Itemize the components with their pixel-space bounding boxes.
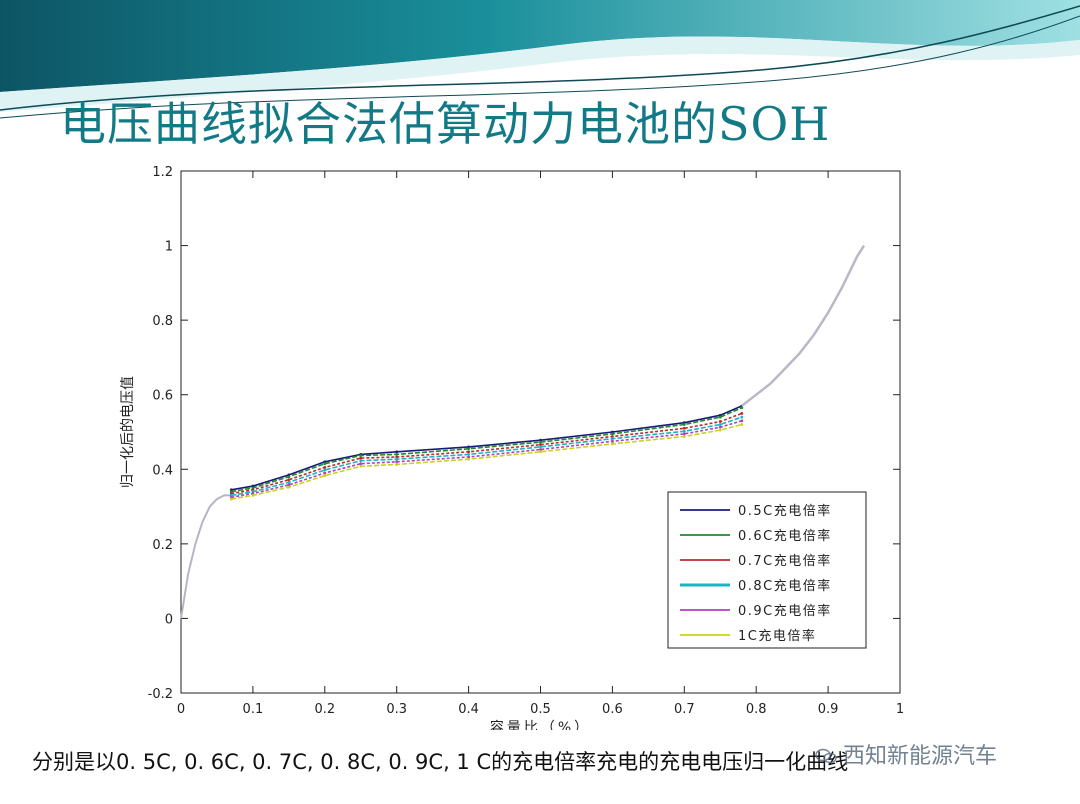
x-tick-label: 0.9 — [818, 702, 839, 717]
series-line-upper — [741, 244, 866, 407]
series-point — [287, 483, 291, 487]
series-point — [323, 462, 327, 466]
series-point — [718, 415, 722, 419]
x-tick-label: 0.3 — [386, 702, 407, 717]
series-point — [539, 445, 542, 449]
series-point — [467, 455, 470, 459]
watermark-text: 西知新能源汽车 — [843, 744, 998, 769]
y-tick-label: 0.4 — [152, 463, 173, 478]
legend-label: 0.7C充电倍率 — [738, 553, 832, 569]
series-point — [718, 423, 722, 426]
x-axis-label: 容量比（%） — [490, 719, 591, 730]
series-point — [395, 457, 399, 461]
series-point — [611, 442, 614, 446]
series-group — [180, 244, 866, 619]
y-tick-label: -0.2 — [148, 687, 173, 702]
legend-label: 0.5C充电倍率 — [738, 503, 832, 519]
chart-svg: 0 0.1 0.2 0.3 0.4 0.5 0.6 0.7 0.8 0.9 1 -0.2 0 0.2 0.4… — [119, 165, 904, 736]
legend-label: 0.9C充电倍率 — [738, 603, 832, 619]
series-point — [740, 423, 744, 426]
series-point — [718, 425, 722, 429]
x-tick-label: 0.6 — [602, 702, 623, 717]
series-point — [395, 450, 399, 454]
series-point — [323, 468, 327, 472]
legend-label: 0.8C充电倍率 — [738, 578, 832, 594]
series-point — [323, 471, 327, 475]
series-point — [718, 420, 722, 423]
series-point — [467, 457, 470, 461]
x-tick-label: 0.4 — [458, 702, 479, 717]
series-line — [231, 416, 743, 497]
series-point — [682, 426, 686, 430]
slide-title: 电压曲线拟合法估算动力电池的SOH — [60, 97, 831, 151]
series-line-shared — [180, 494, 232, 619]
watermark: 西知新能源汽车 — [815, 738, 997, 770]
x-tick-label: 1 — [896, 702, 904, 717]
series-point — [718, 428, 722, 432]
series-point — [359, 459, 363, 463]
series-line — [231, 407, 743, 493]
slide-caption: 分别是以0. 5C, 0. 6C, 0. 7C, 0. 8C, 0. 9C, 1… — [32, 750, 849, 774]
series-point — [682, 435, 686, 438]
series-point — [359, 456, 363, 460]
chart-container: 0 0.1 0.2 0.3 0.4 0.5 0.6 0.7 0.8 0.9 1 -0.2 0 0.2 0.4… — [0, 150, 1080, 736]
legend-label: 1C充电倍率 — [738, 628, 816, 644]
series-point — [395, 452, 399, 456]
series-point — [467, 452, 470, 456]
series-point — [740, 406, 744, 410]
y-tick-label: 1 — [165, 240, 173, 255]
series-point — [740, 415, 744, 419]
x-tick-label: 0.2 — [314, 702, 335, 717]
x-tick-label: 0.8 — [746, 702, 767, 717]
series-point — [539, 450, 542, 454]
series-point — [287, 480, 291, 484]
wechat-icon — [815, 748, 837, 764]
series-point — [287, 475, 291, 479]
series-point — [323, 466, 327, 469]
series-point — [395, 463, 399, 466]
y-tick-label: 0.8 — [152, 314, 173, 329]
series-point — [611, 439, 614, 443]
y-tick-label: 0.2 — [152, 538, 173, 553]
series-point — [251, 493, 255, 497]
series-point — [287, 478, 291, 482]
x-tick-label: 0 — [177, 702, 185, 717]
x-tick-label: 0.7 — [674, 702, 695, 717]
series-point — [539, 448, 542, 451]
series-point — [395, 455, 399, 459]
y-tick-label: 0.6 — [152, 389, 173, 404]
series-point — [611, 437, 614, 441]
series-point — [395, 460, 399, 464]
series-point — [323, 474, 327, 478]
series-point — [467, 447, 470, 451]
series-point — [611, 432, 614, 436]
x-tick-label: 0.5 — [530, 702, 551, 717]
series-point — [359, 454, 363, 457]
series-point — [682, 423, 686, 426]
series-point — [611, 435, 614, 438]
series-line — [231, 420, 743, 499]
series-point — [740, 419, 744, 423]
y-tick-label: 1.2 — [152, 165, 173, 180]
series-point — [682, 429, 686, 433]
series-point — [359, 464, 363, 468]
series-point — [359, 462, 363, 466]
series-line — [231, 412, 743, 495]
series-point — [287, 485, 291, 489]
series-point — [539, 443, 542, 447]
series-point — [682, 432, 686, 436]
series-line — [231, 423, 743, 500]
series-point — [229, 497, 233, 501]
series-line — [231, 405, 743, 491]
series-point — [467, 450, 470, 454]
y-axis-label: 归一化后的电压值 — [119, 376, 136, 488]
slide-banner — [0, 0, 1080, 119]
legend-label: 0.6C充电倍率 — [738, 528, 832, 544]
legend-box — [667, 491, 867, 649]
x-tick-label: 0.1 — [243, 702, 264, 717]
series-point — [740, 411, 744, 415]
series-point — [539, 440, 542, 444]
y-tick-label: 0 — [165, 612, 173, 627]
